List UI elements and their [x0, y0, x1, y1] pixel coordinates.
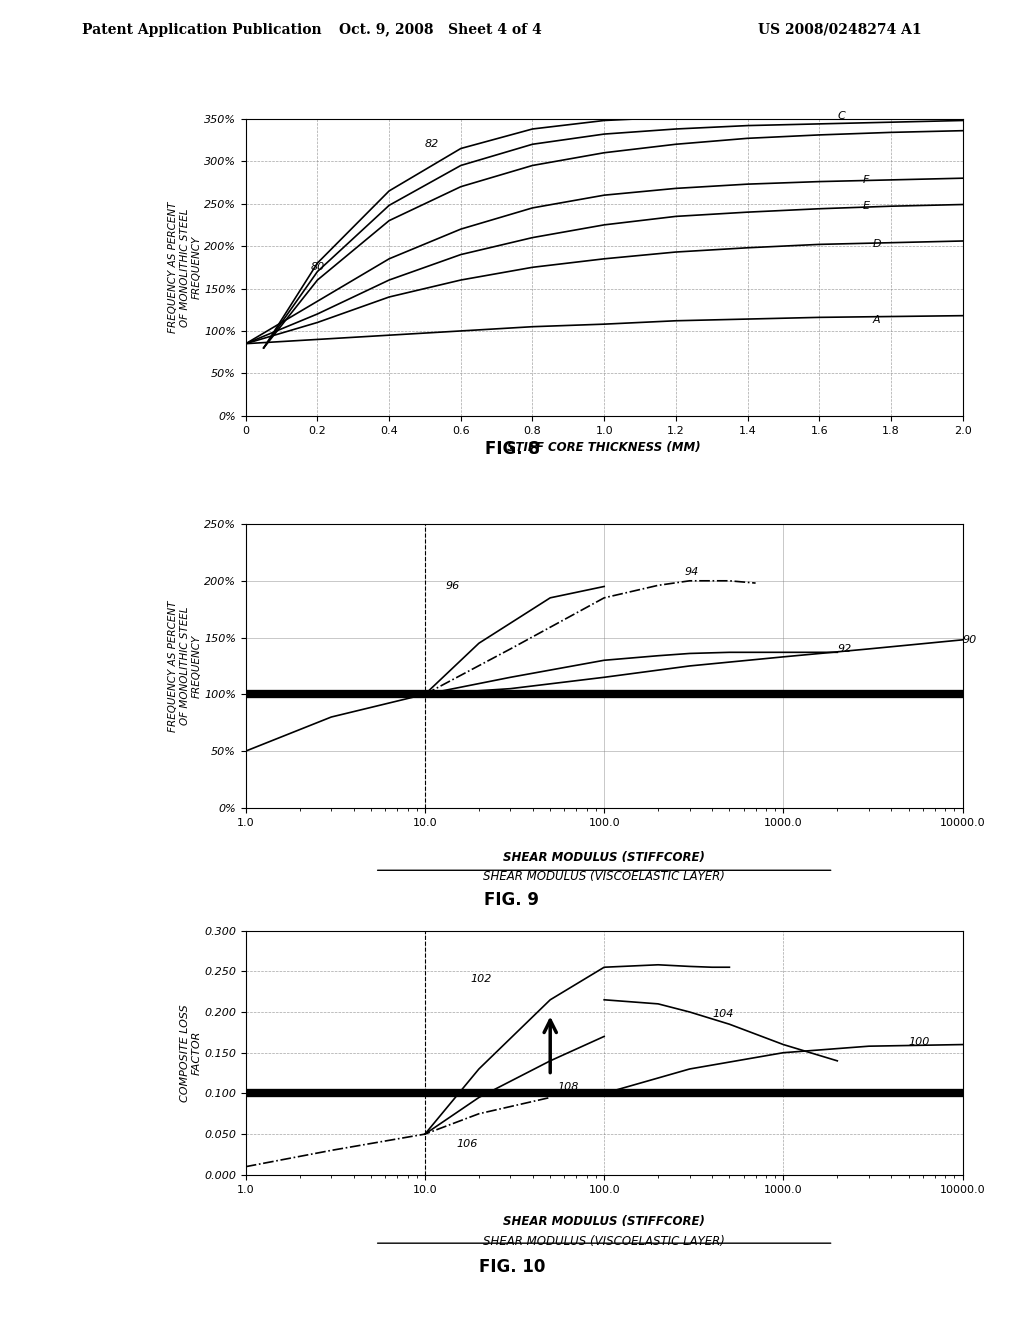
- Text: 104: 104: [712, 1008, 733, 1019]
- Text: 106: 106: [457, 1139, 478, 1148]
- Text: Oct. 9, 2008   Sheet 4 of 4: Oct. 9, 2008 Sheet 4 of 4: [339, 22, 542, 37]
- Text: 92: 92: [838, 644, 852, 653]
- Text: 102: 102: [471, 974, 493, 985]
- Text: 80: 80: [310, 263, 325, 272]
- Text: 108: 108: [558, 1082, 579, 1092]
- Text: D: D: [872, 239, 882, 248]
- Text: US 2008/0248274 A1: US 2008/0248274 A1: [758, 22, 922, 37]
- Y-axis label: COMPOSITE LOSS
FACTOR: COMPOSITE LOSS FACTOR: [179, 1003, 202, 1102]
- Text: 96: 96: [445, 582, 460, 591]
- Text: A: A: [872, 315, 881, 325]
- Text: 100: 100: [908, 1038, 930, 1047]
- Text: 94: 94: [684, 566, 698, 577]
- Text: FIG. 10: FIG. 10: [479, 1258, 545, 1276]
- Text: E: E: [862, 201, 869, 211]
- Text: F: F: [862, 174, 868, 185]
- Text: SHEAR MODULUS (STIFFCORE): SHEAR MODULUS (STIFFCORE): [503, 850, 706, 863]
- Y-axis label: FREQUENCY AS PERCENT
OF MONOLITHIC STEEL
FREQUENCY: FREQUENCY AS PERCENT OF MONOLITHIC STEEL…: [168, 202, 202, 333]
- Text: FIG. 9: FIG. 9: [484, 891, 540, 909]
- Text: FIG. 8: FIG. 8: [484, 440, 540, 458]
- Text: 90: 90: [963, 635, 977, 645]
- Text: SHEAR MODULUS (VISCOELASTIC LAYER): SHEAR MODULUS (VISCOELASTIC LAYER): [483, 870, 725, 883]
- Text: C: C: [837, 111, 845, 121]
- Y-axis label: FREQUENCY AS PERCENT
OF MONOLITHIC STEEL
FREQUENCY: FREQUENCY AS PERCENT OF MONOLITHIC STEEL…: [168, 601, 202, 731]
- Text: SHEAR MODULUS (VISCOELASTIC LAYER): SHEAR MODULUS (VISCOELASTIC LAYER): [483, 1234, 725, 1247]
- Text: Patent Application Publication: Patent Application Publication: [82, 22, 322, 37]
- Text: 82: 82: [425, 139, 439, 149]
- Text: SHEAR MODULUS (STIFFCORE): SHEAR MODULUS (STIFFCORE): [503, 1214, 706, 1228]
- X-axis label: STIFF CORE THICKNESS (MM): STIFF CORE THICKNESS (MM): [507, 441, 701, 454]
